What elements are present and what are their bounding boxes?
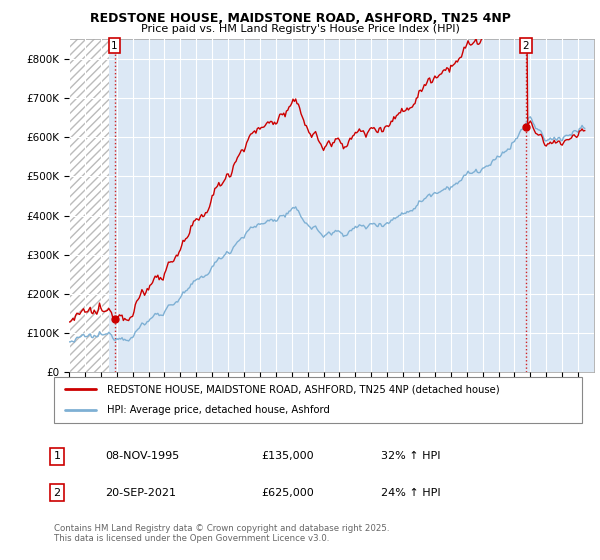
Text: 2: 2 [53,488,61,498]
Text: 2: 2 [523,41,529,51]
Text: Contains HM Land Registry data © Crown copyright and database right 2025.
This d: Contains HM Land Registry data © Crown c… [54,524,389,543]
FancyBboxPatch shape [54,377,582,423]
Text: 24% ↑ HPI: 24% ↑ HPI [381,488,440,498]
Text: £625,000: £625,000 [261,488,314,498]
Text: HPI: Average price, detached house, Ashford: HPI: Average price, detached house, Ashf… [107,405,329,416]
Text: 08-NOV-1995: 08-NOV-1995 [105,451,179,461]
Text: Price paid vs. HM Land Registry's House Price Index (HPI): Price paid vs. HM Land Registry's House … [140,24,460,34]
Text: 20-SEP-2021: 20-SEP-2021 [105,488,176,498]
Text: REDSTONE HOUSE, MAIDSTONE ROAD, ASHFORD, TN25 4NP: REDSTONE HOUSE, MAIDSTONE ROAD, ASHFORD,… [89,12,511,25]
Text: 1: 1 [111,41,118,51]
Text: REDSTONE HOUSE, MAIDSTONE ROAD, ASHFORD, TN25 4NP (detached house): REDSTONE HOUSE, MAIDSTONE ROAD, ASHFORD,… [107,384,499,394]
Text: £135,000: £135,000 [261,451,314,461]
Text: 32% ↑ HPI: 32% ↑ HPI [381,451,440,461]
Text: 1: 1 [53,451,61,461]
